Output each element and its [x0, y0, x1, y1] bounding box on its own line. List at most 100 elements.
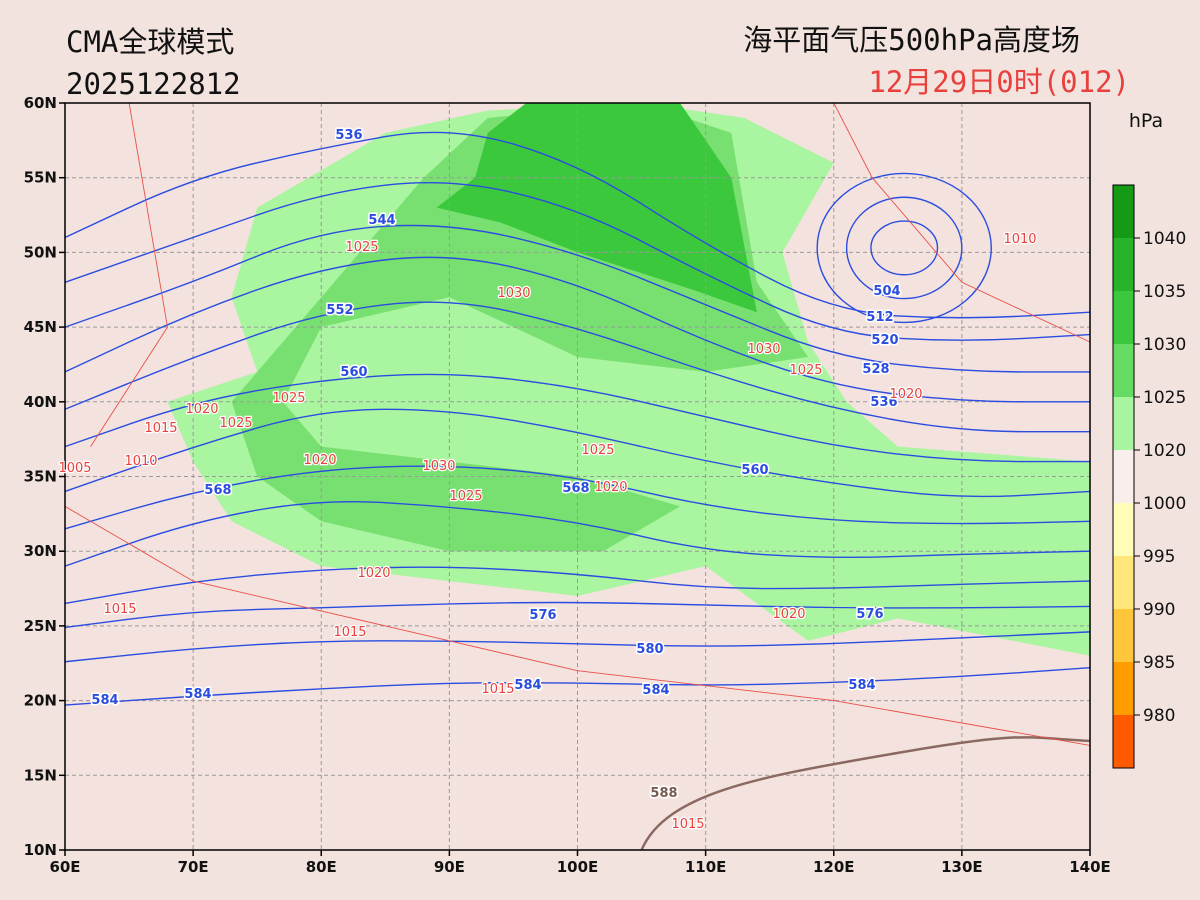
height-label: 560 — [741, 463, 768, 478]
colorbar-frame — [1112, 184, 1135, 769]
run-time: 2025122812 — [66, 67, 241, 101]
height-contour — [816, 172, 992, 324]
pressure-label: 1020 — [889, 387, 922, 402]
height-contour — [64, 301, 1090, 433]
pressure-label: 1025 — [581, 443, 614, 458]
product-title: 海平面气压500hPa高度场 — [743, 23, 1080, 57]
height-contour — [64, 256, 1090, 403]
pressure-label: 1020 — [594, 480, 627, 495]
height-label: 536 — [870, 395, 897, 410]
height-label: 568 — [562, 481, 589, 496]
height-label: 580 — [636, 642, 663, 657]
colorbar-unit: hPa — [1129, 110, 1163, 132]
pressure-label: 1030 — [422, 459, 455, 474]
pressure-label: 1010 — [1003, 232, 1036, 247]
colorbar-label: 990 — [1143, 600, 1175, 620]
lon-tick-label: 100E — [557, 858, 599, 876]
colorbar-segment — [1113, 397, 1134, 450]
pressure-label: 1030 — [497, 286, 530, 301]
colorbar-label: 1025 — [1143, 388, 1186, 408]
height-label: 584 — [91, 693, 118, 708]
height-contour — [64, 667, 1091, 706]
pressure-label: 1025 — [789, 363, 822, 378]
colorbar-label: 1035 — [1143, 282, 1186, 302]
colorbar-segment — [1113, 291, 1134, 344]
pressure-label: 1020 — [357, 566, 390, 581]
lat-tick-label: 55N — [24, 169, 57, 187]
pressure-label: 1025 — [219, 416, 252, 431]
height-label: 568 — [204, 483, 231, 498]
height-contour — [64, 181, 1091, 341]
height-label: 520 — [871, 333, 898, 348]
height-contour-588 — [640, 736, 1091, 851]
colorbar-segment — [1113, 238, 1134, 291]
pressure-label: 1015 — [481, 682, 514, 697]
height-label: 544 — [368, 213, 395, 228]
pressure-label: 1020 — [303, 453, 336, 468]
colorbar-segment — [1113, 715, 1134, 768]
height-label: 584 — [642, 683, 669, 698]
lat-tick-label: 10N — [24, 841, 57, 859]
lon-tick-label: 110E — [685, 858, 727, 876]
colorbar-label: 985 — [1143, 653, 1175, 673]
map-plot: 60E 70E 80E 90E 100E 110E 120E 130E 140E 10N 15N 20… — [24, 94, 1111, 876]
pressure-label: 1025 — [345, 240, 378, 255]
height-contour — [64, 224, 1090, 373]
lat-tick-label: 45N — [24, 318, 57, 336]
lat-tick-label: 20N — [24, 692, 57, 710]
pressure-label: 1025 — [272, 391, 305, 406]
pressure-label: 1015 — [671, 817, 704, 832]
height-label: 576 — [856, 607, 883, 622]
height-contour — [64, 631, 1091, 663]
pressure-label: 1020 — [185, 402, 218, 417]
lon-tick-label: 70E — [178, 858, 209, 876]
lat-tick-label: 25N — [24, 617, 57, 635]
lon-tick-label: 130E — [941, 858, 983, 876]
colorbar-segment — [1113, 609, 1134, 662]
lat-tick-label: 50N — [24, 243, 57, 261]
colorbar-label: 1040 — [1143, 229, 1186, 249]
colorbar-label: 995 — [1143, 547, 1175, 567]
height-contour — [845, 196, 963, 300]
colorbar-segment — [1113, 344, 1134, 397]
lat-tick-label: 60N — [24, 94, 57, 112]
height-label: 588 — [650, 786, 677, 801]
height-contour — [64, 373, 1090, 463]
lon-tick-label: 80E — [306, 858, 337, 876]
height-contour — [870, 220, 939, 276]
lon-tick-label: 140E — [1069, 858, 1111, 876]
height-label: 552 — [326, 303, 353, 318]
height-label: 512 — [866, 310, 893, 325]
height-label: 576 — [529, 608, 556, 623]
plot-frame — [64, 102, 1091, 851]
colorbar-segment — [1113, 185, 1134, 238]
height-contour — [64, 501, 1091, 567]
colorbar-label: 1030 — [1143, 335, 1186, 355]
pressure-label: 1015 — [103, 602, 136, 617]
lon-tick-label: 120E — [813, 858, 855, 876]
lat-tick-label: 40N — [24, 393, 57, 411]
pressure-label: 1015 — [144, 421, 177, 436]
pressure-label: 1020 — [772, 607, 805, 622]
colorbar-segment — [1113, 556, 1134, 609]
pressure-label: 1015 — [333, 625, 366, 640]
height-contour — [64, 131, 1091, 319]
height-contour — [64, 601, 1091, 629]
height-label: 536 — [335, 128, 362, 143]
height-label: 584 — [514, 678, 541, 693]
pressure-label: 1005 — [58, 461, 91, 476]
height-label: 504 — [873, 284, 900, 299]
pressure-label: 1010 — [124, 454, 157, 469]
model-title: CMA全球模式 — [66, 25, 234, 59]
valid-time: 12月29日0时(012) — [868, 65, 1130, 99]
colorbar-segment — [1113, 450, 1134, 503]
pressure-contour — [833, 102, 1091, 343]
height-label: 560 — [340, 365, 367, 380]
height-label: 528 — [862, 362, 889, 377]
colorbar-segment — [1113, 503, 1134, 556]
pressure-label: 1030 — [747, 342, 780, 357]
lat-tick-label: 35N — [24, 468, 57, 486]
colorbar: 1040 1035 1030 1025 1020 1000 995 990 985 980 — [1112, 184, 1186, 769]
